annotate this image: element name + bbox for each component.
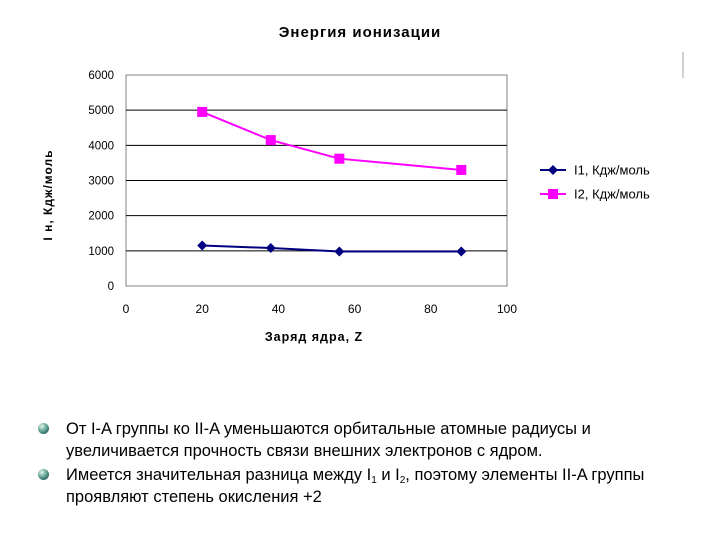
bullet-icon	[38, 469, 49, 480]
x-tick-label: 80	[424, 302, 438, 316]
data-point	[456, 246, 467, 257]
chart: Энергия ионизации 0100020003000400050006…	[41, 24, 650, 344]
legend: I1, Кдж/моль I2, Кдж/моль	[540, 163, 650, 202]
x-tick-labels: 0 20 40 60 80 100	[123, 302, 518, 316]
data-point	[334, 246, 345, 257]
data-point	[334, 153, 345, 164]
bullet-text-1: От I-A группы ко II-A уменьшаются орбита…	[66, 420, 591, 460]
data-point	[197, 106, 208, 117]
data-point	[197, 240, 208, 251]
y-tick-label: 0	[108, 281, 114, 293]
x-tick-label: 40	[272, 302, 286, 316]
y-tick-label: 5000	[88, 105, 114, 117]
series-line-2	[201, 110, 462, 171]
grid-layer	[126, 109, 507, 252]
legend-label: I2, Кдж/моль	[574, 187, 650, 202]
y-tick-labels: 0 1000 2000 3000 4000 5000 6000	[88, 70, 114, 293]
y-tick-label: 2000	[88, 211, 114, 223]
chart-title: Энергия ионизации	[279, 24, 442, 41]
data-point	[265, 243, 276, 254]
y-tick-label: 3000	[88, 176, 114, 188]
legend-marker	[548, 165, 558, 175]
data-point	[456, 164, 467, 175]
series-line-1	[202, 244, 462, 253]
bullet-text-2: Имеется значительная разница между I1 и …	[66, 466, 645, 506]
x-tick-label: 60	[348, 302, 362, 316]
y-tick-label: 6000	[88, 70, 114, 82]
legend-label: I1, Кдж/моль	[574, 163, 650, 178]
x-tick-label: 0	[123, 302, 130, 316]
x-axis-label: Заряд ядра, Z	[265, 330, 363, 344]
bullet-icon	[38, 423, 49, 434]
y-tick-label: 1000	[88, 246, 114, 258]
bullet-list: От I-A группы ко II-A уменьшаются орбита…	[38, 418, 688, 510]
x-tick-label: 20	[196, 302, 210, 316]
bullet-item-2: Имеется значительная разница между I1 и …	[38, 464, 688, 508]
y-axis-label: I н, Кдж/моль	[41, 149, 55, 240]
series-layer	[197, 106, 467, 257]
y-tick-label: 4000	[88, 140, 114, 152]
edge-mark	[682, 52, 684, 78]
x-tick-label: 100	[497, 302, 517, 316]
data-point	[265, 135, 276, 146]
legend-marker	[548, 189, 558, 199]
bullet-item-1: От I-A группы ко II-A уменьшаются орбита…	[38, 418, 688, 462]
